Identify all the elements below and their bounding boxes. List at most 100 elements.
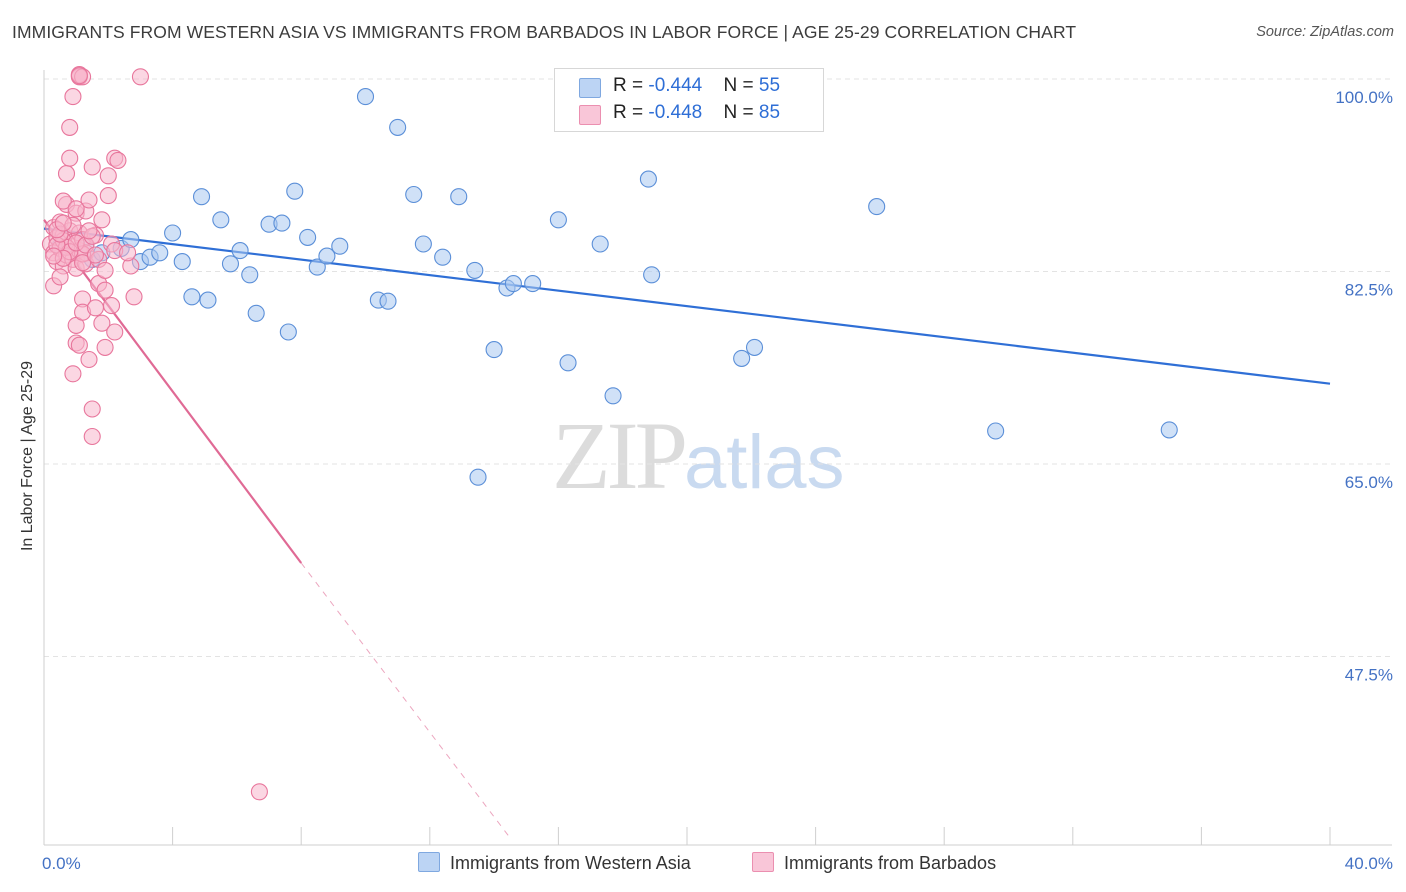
bottom-legend-swatch-western-asia [418,852,440,872]
barbados-point [67,200,85,218]
bottom-legend-label: Immigrants from Barbados [784,853,997,873]
barbados-point [83,158,101,176]
western-asia-point [299,228,317,246]
legend-r-label: R = [613,102,649,123]
western-asia-point [241,266,259,284]
western-asia-point [199,291,217,309]
legend-swatch-barbados [579,105,601,125]
barbados-point [86,246,104,264]
western-asia-point [639,170,657,188]
barbados-point [250,783,268,801]
barbados-point [99,167,117,185]
legend-n-value: 55 [758,75,781,96]
legend-r-value: -0.448 [648,102,703,123]
western-asia-point [591,235,609,253]
bottom-legend-western-asia: Immigrants from Western Asia [418,852,691,874]
x-tick-label: 40.0% [1345,854,1393,873]
correlation-legend: R = -0.444 N = 55 R = -0.448 N = 85 [554,68,824,132]
western-asia-point [987,422,1005,440]
axes [43,70,1392,846]
western-asia-point [192,188,211,206]
legend-swatch-western-asia [579,78,601,98]
western-asia-point [221,255,240,273]
western-asia-point [231,242,249,260]
y-tick-label: 82.5% [1345,281,1393,300]
legend-n-value: 85 [758,102,781,123]
barbados-point [96,261,114,279]
barbados-point [70,67,88,85]
y-tick-label: 100.0% [1335,88,1393,107]
y-tick-label: 47.5% [1345,666,1393,685]
western-asia-point [356,88,375,106]
y-tick-label: 65.0% [1345,473,1393,492]
legend-r-value: -0.444 [648,75,703,96]
barbados-point [45,247,63,265]
western-asia-point [450,188,468,206]
western-asia-point [247,304,265,322]
barbados-point [80,191,98,209]
barbados-point [93,314,111,332]
legend-row-western-asia: R = -0.444 N = 55 [579,75,781,98]
barbados-point [80,222,98,240]
barbados-point [70,336,88,354]
barbados-point [54,192,72,210]
western-asia-point [414,235,432,253]
western-asia-point [279,323,297,341]
western-asia-point [604,387,622,405]
western-asia-point [549,211,567,229]
barbados-point [86,299,104,317]
western-asia-point [212,211,230,229]
western-asia-point [379,292,397,310]
barbados-point [102,297,121,315]
data-points [41,66,1178,801]
western-asia-point [173,253,191,271]
legend-row-barbados: R = -0.448 N = 85 [579,102,781,125]
barbados-point [83,400,101,418]
bottom-legend-label: Immigrants from Western Asia [450,853,691,873]
western-asia-point [286,182,304,200]
barbados-point [61,149,79,167]
bottom-legend-swatch-barbados [752,852,774,872]
western-asia-point [164,224,182,242]
watermark: ZIPatlas [552,402,845,509]
barbados-point [54,214,72,232]
barbados-point [131,68,149,86]
barbados-point [74,254,92,272]
western-asia-point [308,258,326,276]
western-asia-point [643,266,661,284]
western-asia-point [389,118,407,136]
western-asia-point [331,237,349,255]
western-asia-point [318,247,336,265]
western-asia-point [151,244,169,262]
legend-n-label: N = [723,102,759,123]
western-asia-point [434,248,452,266]
barbados-point [57,165,76,183]
y-tick-labels: 100.0% 82.5% 65.0% 47.5% [1335,88,1393,685]
chart-title: IMMIGRANTS FROM WESTERN ASIA VS IMMIGRAN… [12,22,1077,42]
barbados-point [119,244,137,262]
western-asia-point [183,288,201,306]
x-tick-labels: 0.0% 40.0% [42,854,1393,873]
barbados-point [96,281,114,299]
western-asia-point [485,341,503,359]
western-asia-point [1160,421,1178,439]
barbados-point [96,338,114,356]
barbados-point [83,427,101,446]
barbados-trend-line [43,219,303,564]
barbados-point [61,118,79,136]
barbados-point [125,288,143,306]
western-asia-point [273,214,291,232]
bottom-legend-barbados: Immigrants from Barbados [752,852,996,874]
western-asia-point [469,468,487,486]
barbados-point [51,268,69,286]
western-asia-trend-line [43,227,1331,385]
legend-n-label: N = [723,75,759,96]
source-label: Source: ZipAtlas.com [1256,24,1394,40]
legend-r-label: R = [613,75,649,96]
trend-lines [43,219,1331,839]
x-tick-label: 0.0% [42,854,81,873]
barbados-point [106,323,124,341]
barbados-point [109,151,127,169]
western-asia-point [405,185,423,204]
